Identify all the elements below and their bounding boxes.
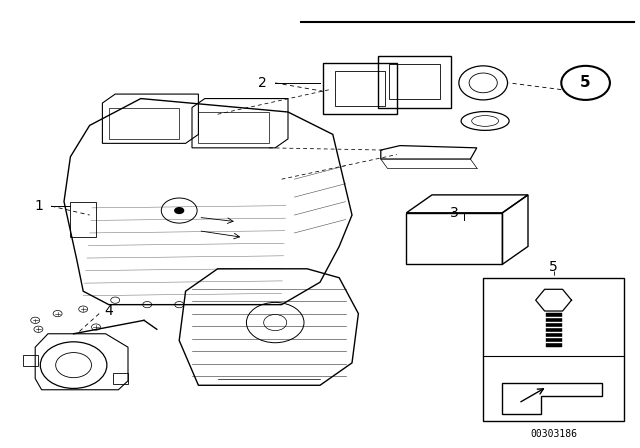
Bar (198, 112, 269, 143)
Text: 3: 3 (450, 206, 459, 220)
Bar (109, 108, 179, 139)
Text: 2: 2 (258, 76, 267, 90)
Text: 5: 5 (549, 259, 558, 274)
Text: 1: 1 (34, 199, 43, 213)
Bar (483, 278, 624, 421)
Text: 5: 5 (580, 75, 591, 90)
Text: 00303186: 00303186 (530, 429, 577, 439)
Bar (113, 373, 128, 384)
Circle shape (561, 66, 610, 100)
Text: 4: 4 (104, 304, 113, 319)
Circle shape (174, 207, 184, 214)
Bar (23, 355, 38, 366)
